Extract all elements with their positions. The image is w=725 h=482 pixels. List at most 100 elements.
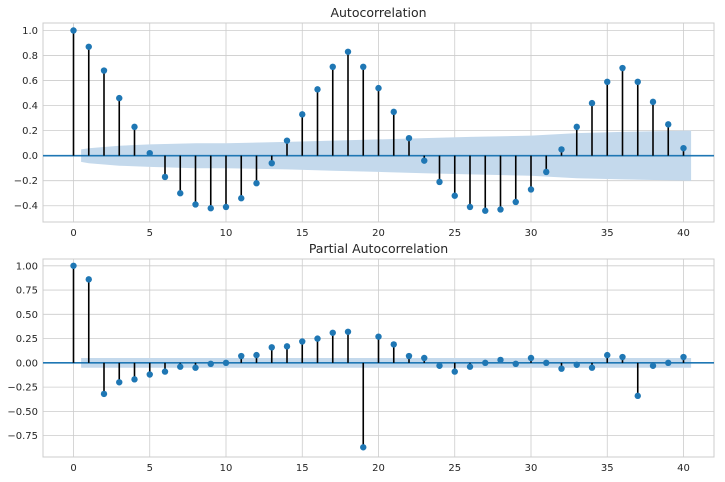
data-point xyxy=(482,207,489,214)
data-point xyxy=(390,108,397,116)
data-point xyxy=(665,121,672,128)
data-point xyxy=(344,48,352,55)
data-point xyxy=(207,205,214,212)
data-point xyxy=(512,360,519,368)
data-point xyxy=(161,173,169,181)
y-tick-label: 0.00 xyxy=(16,358,38,369)
data-point xyxy=(283,343,291,350)
x-tick-label: 40 xyxy=(677,228,690,239)
data-point xyxy=(604,351,611,359)
data-point xyxy=(375,84,382,92)
x-tick-label: 25 xyxy=(448,463,461,474)
data-point xyxy=(421,157,428,164)
x-tick-label: 15 xyxy=(296,463,309,474)
x-tick-label: 40 xyxy=(677,463,690,474)
data-point xyxy=(238,352,245,360)
data-point xyxy=(466,203,474,211)
data-point xyxy=(329,329,336,336)
data-point xyxy=(314,335,321,342)
x-tick-label: 35 xyxy=(601,463,614,474)
data-point xyxy=(512,198,519,206)
data-point xyxy=(558,365,565,372)
plot-frame xyxy=(42,22,715,223)
y-tick-label: 1.00 xyxy=(16,261,38,272)
x-tick-label: 35 xyxy=(601,228,614,239)
data-point xyxy=(680,353,687,361)
plot-frame xyxy=(42,258,715,458)
data-point xyxy=(497,206,504,213)
y-tick-label: −0.75 xyxy=(7,431,38,442)
data-point xyxy=(451,368,458,375)
data-point xyxy=(527,354,535,362)
x-tick-label: 5 xyxy=(147,228,153,239)
data-point xyxy=(573,123,580,131)
data-point xyxy=(588,364,596,371)
data-point xyxy=(268,344,275,351)
data-point xyxy=(451,192,458,199)
data-point xyxy=(680,144,687,152)
x-tick-label: 5 xyxy=(147,463,153,474)
data-point xyxy=(299,338,306,345)
acf-panel: Autocorrelation −0.4 −0.2 0.0 0.2 0.4 0.6 0.8 1… xyxy=(14,5,715,239)
data-point xyxy=(436,178,443,186)
y-tick-label: 0.2 xyxy=(22,126,38,137)
data-point xyxy=(161,368,169,375)
data-point xyxy=(588,99,596,107)
data-point xyxy=(619,64,626,72)
x-tick-label: 0 xyxy=(70,463,76,474)
data-point xyxy=(604,78,611,86)
y-tick-label: −0.4 xyxy=(14,201,38,212)
y-tick-label: 1.0 xyxy=(22,26,38,37)
data-point xyxy=(344,328,352,335)
data-point xyxy=(665,359,672,367)
x-tick-label: 30 xyxy=(525,228,538,239)
data-point xyxy=(116,94,123,102)
data-point xyxy=(70,27,77,34)
y-tick-label: −0.25 xyxy=(7,383,38,394)
data-point xyxy=(314,86,321,93)
data-point xyxy=(116,379,123,386)
data-point xyxy=(360,63,367,71)
data-point xyxy=(405,352,413,360)
x-tick-label: 30 xyxy=(525,463,538,474)
y-tick-label: 0.75 xyxy=(16,286,38,297)
data-point xyxy=(131,376,138,383)
data-point xyxy=(405,134,413,142)
data-point xyxy=(192,201,199,208)
pacf-title: Partial Autocorrelation xyxy=(309,241,448,256)
acf-title: Autocorrelation xyxy=(330,5,426,20)
data-point xyxy=(131,123,138,131)
y-tick-label: 0.50 xyxy=(16,310,38,321)
data-point xyxy=(177,190,184,197)
data-point xyxy=(497,356,504,364)
data-point xyxy=(649,362,657,369)
y-tick-label: −0.50 xyxy=(7,407,38,418)
y-tick-label: −0.2 xyxy=(14,176,38,187)
x-tick-label: 20 xyxy=(372,228,385,239)
data-point xyxy=(649,98,657,106)
data-point xyxy=(390,341,397,348)
data-point xyxy=(146,371,153,378)
data-point xyxy=(482,359,489,367)
data-point xyxy=(100,390,108,398)
data-point xyxy=(146,149,153,157)
data-point xyxy=(85,43,92,50)
x-tick-label: 25 xyxy=(448,228,461,239)
data-point xyxy=(268,159,275,167)
data-point xyxy=(558,146,565,153)
data-point xyxy=(619,353,626,361)
data-point xyxy=(177,363,184,370)
y-tick-label: 0.0 xyxy=(22,151,38,162)
data-point xyxy=(375,333,382,340)
data-point xyxy=(573,361,580,368)
data-point xyxy=(543,359,550,367)
y-tick-label: 0.25 xyxy=(16,334,38,345)
y-tick-label: 0.6 xyxy=(22,76,38,87)
data-point xyxy=(283,137,291,144)
data-point xyxy=(329,63,336,71)
data-point xyxy=(253,351,260,359)
data-point xyxy=(100,67,108,74)
data-point xyxy=(299,111,306,118)
pacf-panel: Partial Autocorrelation −0.75 −0.50 −0.25 0… xyxy=(7,241,715,474)
